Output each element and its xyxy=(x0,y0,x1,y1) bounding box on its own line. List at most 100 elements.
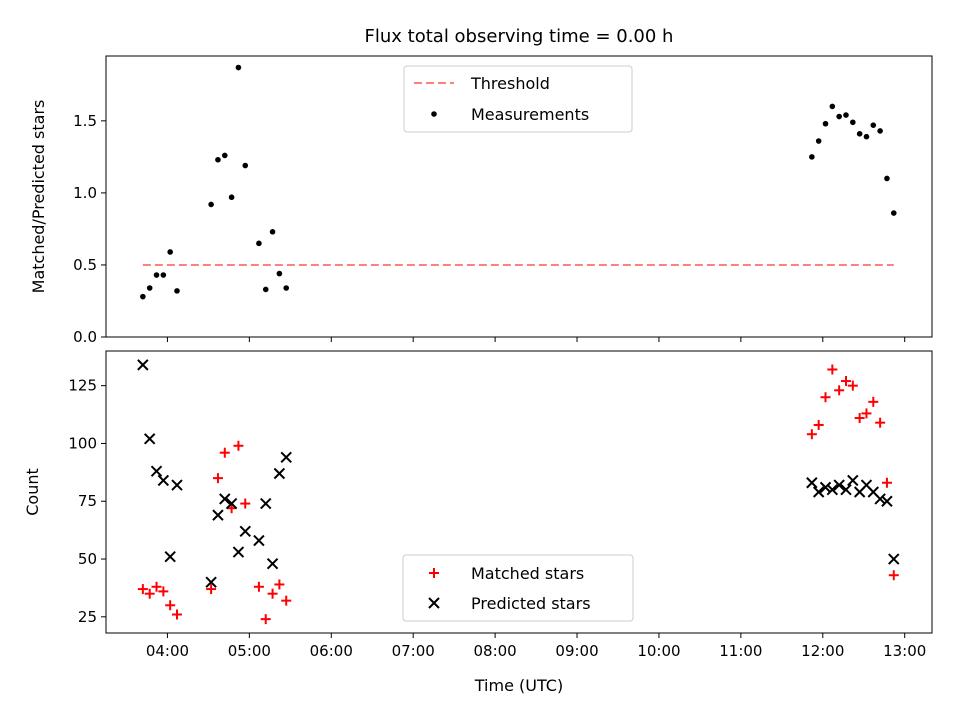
x-tick-label: 09:00 xyxy=(555,642,598,660)
predicted-star-point xyxy=(260,497,272,510)
predicted-star-point xyxy=(171,479,183,491)
measurement-point xyxy=(262,286,269,293)
cross-b xyxy=(881,495,893,507)
predicted-star-point xyxy=(219,493,231,505)
matched-star-point xyxy=(875,417,886,428)
y-tick-label: 100 xyxy=(68,434,97,452)
measurement-point xyxy=(242,162,249,169)
chart-title: Flux total observing time = 0.00 h xyxy=(365,26,674,47)
cross-b xyxy=(867,486,879,498)
measurement-point xyxy=(153,272,160,278)
matched-star-point xyxy=(840,376,851,387)
measurement-point xyxy=(208,201,214,208)
measurement-point xyxy=(850,119,856,126)
matched-star-point xyxy=(151,581,162,592)
bottom-panel: 04:00 05:00 06:00 07:00 08:00 09:00 10:00 11:00… xyxy=(23,350,933,695)
cross-b xyxy=(840,483,852,496)
x-tick-label: 12:00 xyxy=(801,642,844,660)
y-tick-label: 25 xyxy=(78,608,97,626)
predicted-star-point xyxy=(280,451,292,464)
matched-star-point xyxy=(137,584,148,595)
x-tick-label: 13:00 xyxy=(883,642,926,660)
x-tick-label: 08:00 xyxy=(473,642,516,660)
cross-b xyxy=(860,479,873,491)
measurement-point xyxy=(283,285,290,291)
cross-b xyxy=(266,557,279,570)
matched-star-point xyxy=(144,588,155,599)
measurement-point xyxy=(856,131,863,137)
cross-b xyxy=(232,546,245,558)
y-tick-label: 75 xyxy=(78,492,97,510)
predicted-star-point xyxy=(874,493,886,505)
predicted-star-point xyxy=(225,497,238,510)
measurement-point xyxy=(843,112,849,118)
matched-star-point xyxy=(253,581,264,592)
cross-b xyxy=(157,474,170,487)
cross-b xyxy=(826,483,839,496)
matched-star-point xyxy=(806,429,817,440)
measurement-point xyxy=(160,272,167,278)
x-tick-label: 06:00 xyxy=(310,642,353,660)
legend-measurement-label: Measurements xyxy=(471,105,589,124)
predicted-star-point xyxy=(819,481,832,494)
predicted-star-point xyxy=(143,433,156,445)
measurement-point xyxy=(228,194,235,201)
predicted-star-point xyxy=(833,479,845,491)
plot-frame xyxy=(105,55,933,338)
measurement-point xyxy=(877,128,883,134)
predicted-star-point xyxy=(273,467,286,480)
predicted-star-point xyxy=(232,546,245,558)
matched-star-point xyxy=(834,385,845,396)
matched-star-point xyxy=(820,392,831,403)
measurement-point xyxy=(890,210,897,216)
matched-star-point xyxy=(854,413,865,424)
measurement-point xyxy=(146,285,153,291)
predicted-star-point xyxy=(150,465,163,477)
y-tick-label: 1.0 xyxy=(73,184,97,202)
measurement-point xyxy=(822,120,829,127)
predicted-star-point xyxy=(888,553,900,565)
measurement-point xyxy=(836,113,842,120)
cross-b xyxy=(225,497,238,510)
matched-star-point xyxy=(240,498,251,509)
measurement-point xyxy=(884,175,890,182)
predicted-star-point xyxy=(812,486,825,498)
y-tick-label: 50 xyxy=(78,550,97,568)
cross-b xyxy=(273,467,286,480)
cross-b xyxy=(219,493,231,505)
predicted-star-point xyxy=(847,474,859,487)
cross-b xyxy=(253,534,265,547)
cross-b xyxy=(819,481,832,494)
measurement-point xyxy=(174,288,180,294)
measurement-point xyxy=(167,249,173,255)
cross-b xyxy=(205,576,217,588)
measurement-point xyxy=(140,293,146,300)
legend-predicted-label: Predicted stars xyxy=(471,594,591,613)
legend-threshold-label: Threshold xyxy=(470,74,550,93)
plot-frame xyxy=(105,350,933,634)
predicted-star-point xyxy=(881,495,893,507)
matched-star-point xyxy=(233,440,244,451)
measurement-point xyxy=(215,156,221,163)
measurement-point xyxy=(256,240,262,247)
legend-top: Threshold Measurements xyxy=(403,65,633,133)
cross-b xyxy=(150,465,163,477)
top-panel: 0.0 0.5 1.0 1.5 Matched/Predicted stars Thres… xyxy=(29,55,933,346)
legend-frame xyxy=(403,65,633,133)
y-tick-label: 0.5 xyxy=(73,256,97,274)
cross-b xyxy=(833,479,845,491)
matched-star-point xyxy=(158,586,169,597)
cross-b xyxy=(212,509,224,521)
matched-star-point xyxy=(861,408,872,419)
legend-matched-swatch xyxy=(429,568,439,578)
cross-b xyxy=(806,477,818,489)
predicted-star-point xyxy=(806,477,818,489)
matched-star-point xyxy=(206,584,217,595)
cross-b xyxy=(874,493,886,505)
y-tick-label: 1.5 xyxy=(73,112,97,130)
cross-b xyxy=(171,479,183,491)
legend-predicted-swatch xyxy=(428,597,440,609)
predicted-star-point xyxy=(266,557,279,570)
matched-star-point xyxy=(212,473,223,484)
